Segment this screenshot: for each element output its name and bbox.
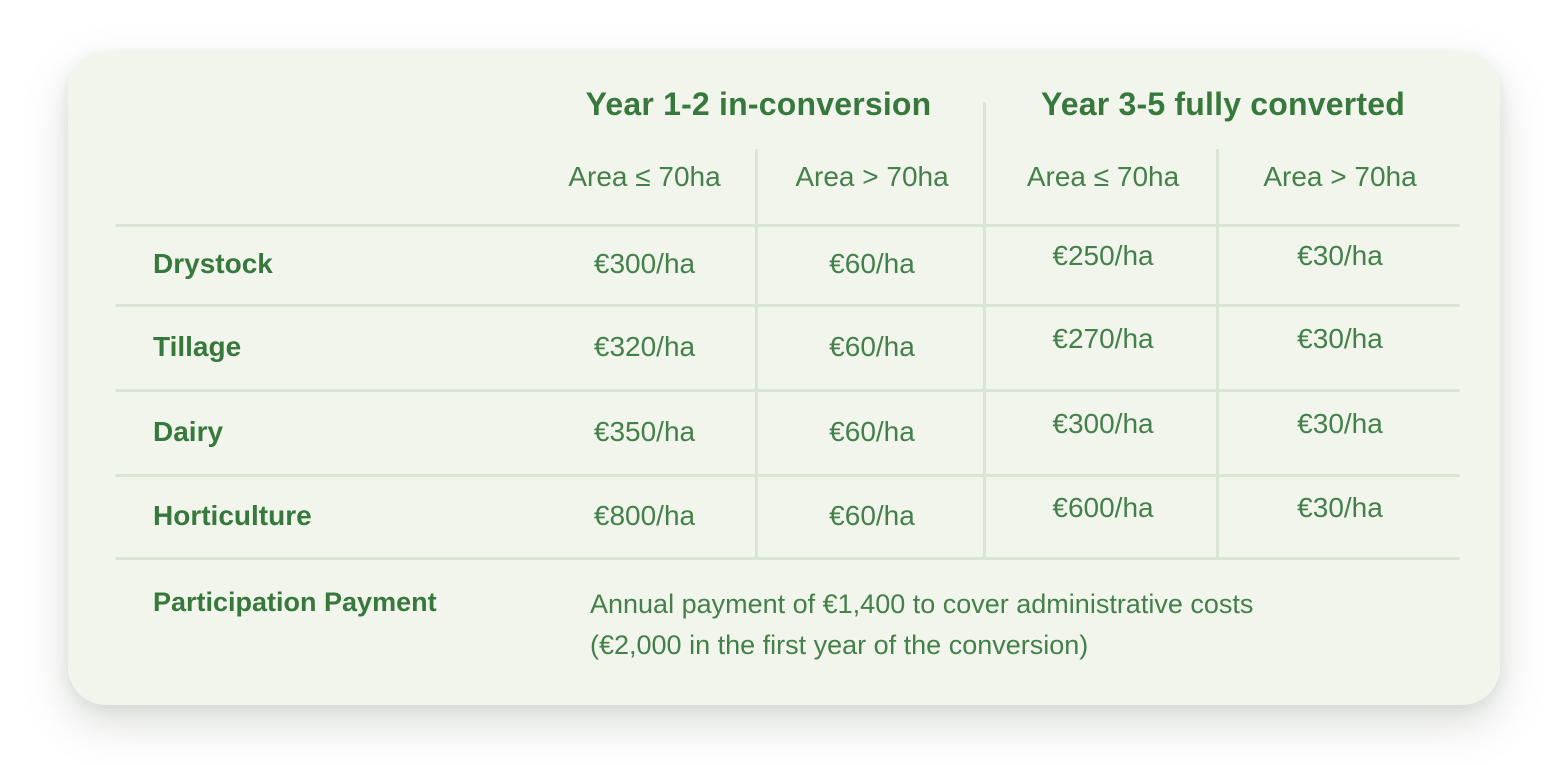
cell-value: €60/ha — [829, 330, 915, 362]
sub-header-row: Area ≤ 70ha Area > 70ha Area ≤ 70ha Area… — [115, 142, 1460, 212]
sub-header-area-gt-70ha: Area > 70ha — [795, 161, 949, 192]
row-divider — [115, 389, 1460, 392]
row-divider — [115, 474, 1460, 477]
row-divider — [115, 304, 1460, 307]
row-divider — [115, 557, 1460, 560]
cell-value: €350/ha — [593, 415, 696, 447]
sub-header-area-lte-70ha: Area ≤ 70ha — [1026, 161, 1180, 192]
participation-payment-line2: (€2,000 in the first year of the convers… — [590, 630, 1089, 660]
participation-payment-label: Participation Payment — [153, 587, 437, 617]
cell-value: €300/ha — [593, 248, 696, 279]
cell-value: €60/ha — [829, 499, 915, 531]
row-label: Tillage — [153, 330, 242, 362]
cell-value: €30/ha — [1297, 491, 1383, 523]
row-label: Drystock — [153, 248, 273, 279]
table-row-tillage: Tillage €320/ha €60/ha €270/ha €30/ha — [115, 304, 1460, 389]
row-label: Dairy — [153, 415, 224, 447]
cell-value: €800/ha — [593, 499, 696, 531]
cell-value: €270/ha — [1052, 322, 1154, 354]
column-divider — [1216, 149, 1219, 560]
participation-payment-description: Annual payment of €1,400 to cover admini… — [531, 584, 1460, 666]
cell-value: €300/ha — [1052, 407, 1154, 439]
table-row-drystock: Drystock €300/ha €60/ha €250/ha €30/ha — [115, 224, 1460, 304]
column-group-year-1-2: Year 1-2 in-conversion — [585, 85, 932, 122]
cell-value: €600/ha — [1052, 491, 1154, 523]
column-group-year-3-5: Year 3-5 fully converted — [1040, 85, 1406, 122]
sub-header-area-lte-70ha: Area ≤ 70ha — [568, 161, 721, 192]
cell-value: €250/ha — [1052, 240, 1154, 271]
sub-header-area-gt-70ha: Area > 70ha — [1263, 161, 1417, 192]
cell-value: €60/ha — [829, 248, 915, 279]
participation-payment-line1: Annual payment of €1,400 to cover admini… — [590, 589, 1254, 619]
row-divider — [115, 224, 1460, 227]
cell-value: €60/ha — [829, 415, 915, 447]
group-divider — [983, 102, 986, 560]
table-row-horticulture: Horticulture €800/ha €60/ha €600/ha €30/… — [115, 474, 1460, 557]
cell-value: €30/ha — [1297, 240, 1383, 271]
row-label: Horticulture — [153, 499, 312, 531]
cell-value: €30/ha — [1297, 322, 1383, 354]
table-row-dairy: Dairy €350/ha €60/ha €300/ha €30/ha — [115, 389, 1460, 474]
payment-rates-card: Year 1-2 in-conversion Year 3-5 fully co… — [68, 52, 1500, 705]
column-divider — [755, 149, 758, 560]
column-group-header-row: Year 1-2 in-conversion Year 3-5 fully co… — [115, 76, 1460, 132]
participation-payment-row: Participation Payment Annual payment of … — [115, 584, 1460, 666]
cell-value: €320/ha — [593, 330, 696, 362]
cell-value: €30/ha — [1297, 407, 1383, 439]
